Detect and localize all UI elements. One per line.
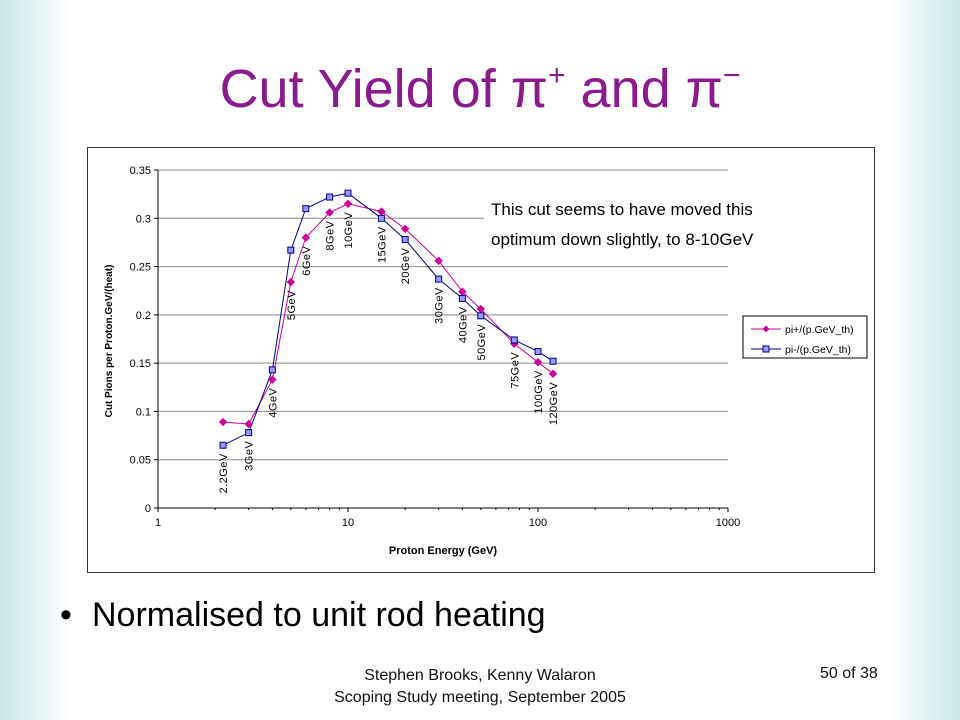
x-tick-label: 1 <box>155 517 161 529</box>
annotation-line-1: This cut seems to have moved this <box>491 200 753 219</box>
data-point-pi-minus <box>549 357 557 365</box>
bullet-item: • Normalised to unit rod heating <box>60 596 546 635</box>
data-point-pi-plus <box>268 375 277 384</box>
x-tick-label: 10 <box>342 517 354 529</box>
data-point-pi-minus <box>477 312 485 320</box>
data-point-pi-plus <box>400 224 410 234</box>
page-number: 50 of 38 <box>820 665 878 682</box>
data-point-pi-minus <box>401 236 409 244</box>
data-point-pi-minus <box>268 366 276 374</box>
x-axis-label: Proton Energy (GeV) <box>389 545 498 557</box>
y-tick-label: 0.25 <box>130 262 151 274</box>
chart-frame: 0 0.05 0.1 0.15 0.2 0.25 0.3 0.35 1 10 100 1000 2.2… <box>87 147 875 573</box>
legend-label: pi-/(p.GeV_th) <box>785 344 851 356</box>
title-superscript-plus: + <box>548 59 566 92</box>
point-label: 20GeV <box>400 247 412 284</box>
data-point-pi-minus <box>377 214 385 222</box>
point-label: 2.2GeV <box>218 453 230 493</box>
legend-marker-diamond <box>762 325 770 333</box>
data-point-pi-plus <box>343 199 353 209</box>
y-tick-label: 0.2 <box>136 310 151 322</box>
slide-title: Cut Yield of π+ and π− <box>0 58 960 120</box>
data-point-pi-minus <box>344 189 352 197</box>
yield-chart: 0 0.05 0.1 0.15 0.2 0.25 0.3 0.35 1 10 100 1000 2.2… <box>104 165 868 557</box>
y-tick-label: 0.15 <box>130 358 151 370</box>
legend-marker-square <box>762 345 770 353</box>
annotation-box <box>484 193 862 253</box>
legend-label: pi+/(p.GeV_th) <box>785 324 854 336</box>
series-layer <box>218 189 558 449</box>
data-point-pi-minus <box>219 441 227 449</box>
y-tick-label: 0.1 <box>136 406 151 418</box>
data-point-pi-plus <box>218 417 228 427</box>
title-prefix: Cut Yield of π <box>219 59 548 119</box>
point-label: 4GeV <box>267 387 279 417</box>
y-tick-label: 0.05 <box>130 455 151 467</box>
legend: pi+/(p.GeV_th) pi-/(p.GeV_th) <box>742 315 868 359</box>
point-label: 100GeV <box>533 370 545 414</box>
annotation-line-2: optimum down slightly, to 8-10GeV <box>491 230 754 249</box>
data-point-pi-plus <box>377 207 386 216</box>
point-labels: 2.2GeV 3GeV 4GeV 5GeV 6GeV 8GeV 10GeV 15GeV 20Ge… <box>218 212 560 494</box>
data-point-pi-minus <box>534 348 542 356</box>
y-axis-label: Cut Pions per Proton.GeV/(heat) <box>104 265 115 418</box>
data-point-pi-plus <box>325 208 334 217</box>
data-point-pi-plus <box>286 277 296 287</box>
data-point-pi-plus <box>244 419 253 429</box>
data-point-pi-minus <box>287 246 295 254</box>
data-point-pi-plus <box>301 233 311 242</box>
bullet-dot-icon: • <box>60 596 72 634</box>
point-label: 5GeV <box>286 290 298 320</box>
point-label: 15GeV <box>377 226 389 263</box>
point-label: 30GeV <box>434 287 446 324</box>
point-label: 40GeV <box>457 306 469 343</box>
data-point-pi-minus <box>510 336 518 344</box>
point-label: 75GeV <box>509 352 521 389</box>
footer-credits: Stephen Brooks, Kenny Walaron Scoping St… <box>260 665 700 709</box>
x-tick-label: 100 <box>529 517 547 529</box>
footer-authors: Stephen Brooks, Kenny Walaron <box>364 667 596 684</box>
footer-meeting: Scoping Study meeting, September 2005 <box>334 689 626 706</box>
bullet-text: Normalised to unit rod heating <box>92 596 546 634</box>
y-tick-label: 0.35 <box>130 165 151 177</box>
y-tick-label: 0.3 <box>136 213 151 225</box>
data-point-pi-minus <box>302 205 310 213</box>
point-label: 50GeV <box>476 324 488 361</box>
data-point-pi-plus <box>434 256 443 265</box>
title-middle: and π <box>565 59 723 119</box>
point-label: 6GeV <box>301 245 313 275</box>
y-tick-label: 0 <box>145 503 151 515</box>
data-point-pi-minus <box>458 294 466 302</box>
point-label: 8GeV <box>325 220 337 250</box>
axes: 0 0.05 0.1 0.15 0.2 0.25 0.3 0.35 1 10 100 1000 <box>130 165 741 529</box>
title-superscript-minus: − <box>722 59 741 92</box>
point-label: 10GeV <box>343 212 355 249</box>
data-point-pi-plus <box>548 369 558 378</box>
point-label: 120GeV <box>548 382 560 426</box>
data-point-pi-minus <box>435 275 443 283</box>
data-point-pi-plus <box>533 357 543 367</box>
data-point-pi-minus <box>326 193 334 201</box>
data-point-pi-minus <box>245 429 253 437</box>
x-tick-label: 1000 <box>716 517 740 529</box>
point-label: 3GeV <box>244 441 256 471</box>
